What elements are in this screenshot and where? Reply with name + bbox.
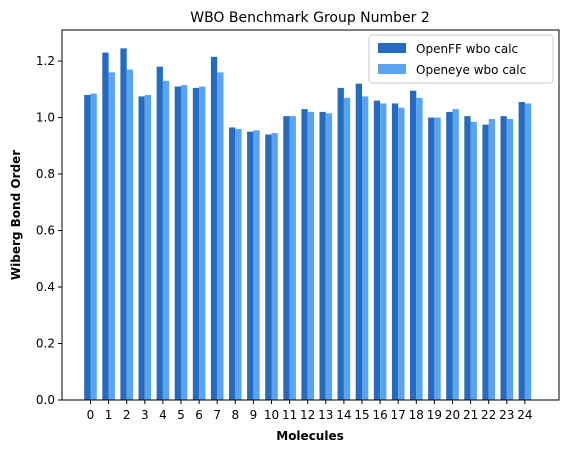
bar-series-2-8 [235,128,242,400]
x-tick-label: 18 [409,408,424,422]
bar-series-1-3 [138,96,145,401]
bar-series-2-24 [524,103,532,400]
bar-series-2-0 [90,93,97,401]
x-tick-label: 0 [87,408,95,422]
x-tick-label: 11 [282,408,297,422]
x-tick-label: 6 [195,408,203,422]
y-axis-label: Wiberg Bond Order [9,150,23,280]
x-tick-label: 15 [354,408,369,422]
bar-series-1-14 [337,87,344,401]
bar-series-2-10 [271,133,278,400]
bar-series-2-11 [289,116,296,401]
legend-box [368,34,554,84]
bar-series-2-18 [416,97,423,400]
bar-series-1-0 [84,94,91,401]
bar-series-2-2 [126,69,133,400]
bar-series-1-21 [464,116,471,401]
y-tick-label: 0.4 [36,280,55,294]
x-tick-label: 12 [300,408,315,422]
x-axis: 0 1 2 3 4 5 6 7 8 9 10 11 12 13 14 15 16 17 18 19 20 21 22 23 24 [87,400,533,422]
bar-series-1-15 [355,83,362,400]
bar-series-1-11 [283,116,290,401]
plot-frame [61,29,560,401]
bar-series-1-6 [192,87,200,401]
bar-series-2-23 [506,118,514,400]
x-tick-label: 9 [250,408,258,422]
bar-series-1-10 [265,134,272,400]
x-tick-label: 1 [105,408,113,422]
y-tick-label: 0.8 [36,167,55,181]
bar-series-1-7 [210,56,218,400]
bar-series-2-20 [452,109,459,400]
bar-series-1-2 [120,48,127,401]
bar-series-2-16 [380,103,387,400]
chart-title: WBO Benchmark Group Number 2 [190,10,430,26]
bar-series-2-6 [199,86,206,401]
y-axis: 0.0 0.2 0.4 0.6 0.8 1.0 1.2 [36,54,62,407]
bar-series-1-13 [319,111,326,400]
bar-series-1-17 [391,103,399,400]
bar-series-2-1 [108,72,115,401]
bar-series-1-16 [373,100,381,401]
x-tick-label: 16 [372,408,387,422]
bar-series-2-9 [253,130,260,400]
x-tick-label: 17 [391,408,406,422]
bar-series-2-3 [144,94,152,401]
bar-series-1-19 [428,117,435,400]
bar-series-1-22 [482,124,489,401]
bar-series-2-13 [325,113,333,400]
bar-series-1-1 [102,52,109,400]
bars-layer [84,48,532,401]
bar-series-1-4 [156,66,163,400]
bar-series-2-14 [343,97,351,400]
x-tick-label: 14 [336,408,351,422]
legend-swatch-1 [378,43,406,53]
bar-series-1-12 [301,109,308,400]
bar-series-2-4 [162,80,170,400]
bar-series-2-19 [434,117,441,400]
y-tick-label: 1.2 [36,54,55,68]
x-tick-label: 4 [159,408,167,422]
bar-series-1-8 [229,127,236,400]
bar-series-1-5 [174,86,181,401]
bar-series-2-7 [217,72,224,401]
bar-series-1-20 [446,111,453,400]
y-tick-label: 1.0 [36,111,55,125]
x-tick-label: 2 [123,408,131,422]
x-tick-label: 5 [177,408,185,422]
y-tick-label: 0.0 [36,393,55,407]
legend-label-2: Openeye wbo calc [416,63,526,77]
x-tick-label: 13 [318,408,333,422]
x-tick-label: 3 [141,408,149,422]
bar-series-2-22 [488,118,495,400]
bar-series-1-23 [500,116,507,401]
bar-series-1-24 [518,102,525,401]
x-tick-label: 8 [231,408,239,422]
legend: OpenFF wbo calc Openeye wbo calc [368,34,554,84]
bar-series-1-18 [410,90,417,400]
y-tick-label: 0.6 [36,224,55,238]
x-tick-label: 10 [264,408,279,422]
x-tick-label: 24 [517,408,532,422]
legend-swatch-2 [378,64,406,74]
x-tick-label: 7 [213,408,221,422]
x-tick-label: 22 [481,408,496,422]
x-tick-label: 23 [499,408,514,422]
bar-series-2-15 [362,96,369,401]
x-tick-label: 19 [427,408,442,422]
x-tick-label: 20 [445,408,460,422]
bar-series-1-9 [247,131,254,400]
x-tick-label: 21 [463,408,478,422]
bar-series-2-21 [470,121,477,400]
legend-label-1: OpenFF wbo calc [416,42,518,56]
bar-series-2-17 [398,107,405,401]
x-axis-label: Molecules [276,429,344,443]
y-tick-label: 0.2 [36,337,55,351]
bar-series-2-5 [181,85,188,400]
bar-series-2-12 [307,111,314,400]
